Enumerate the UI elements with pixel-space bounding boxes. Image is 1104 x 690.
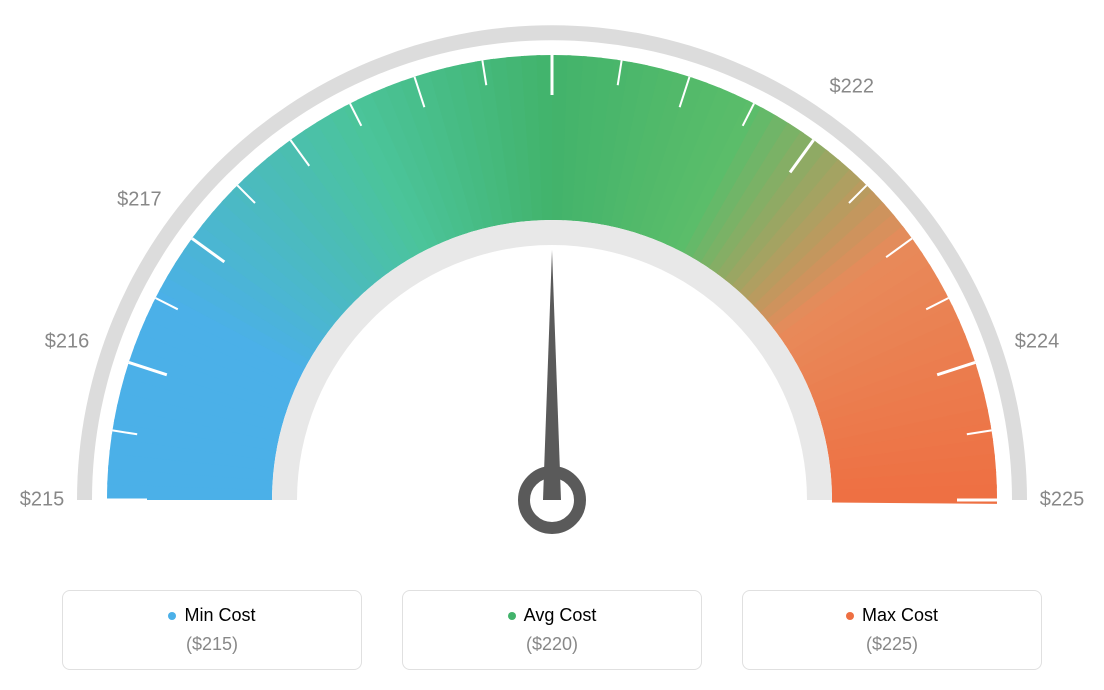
legend-min-title: Min Cost bbox=[168, 605, 255, 626]
gauge-scale-label: $216 bbox=[45, 331, 90, 354]
gauge-scale-label: $220 bbox=[530, 0, 575, 2]
legend-max-value: ($225) bbox=[761, 634, 1023, 655]
legend-min-value: ($215) bbox=[81, 634, 343, 655]
legend-min-label: Min Cost bbox=[184, 605, 255, 626]
gauge-scale-label: $217 bbox=[117, 189, 162, 212]
legend-max-card: Max Cost ($225) bbox=[742, 590, 1042, 670]
legend-max-title: Max Cost bbox=[846, 605, 938, 626]
legend-avg-title: Avg Cost bbox=[508, 605, 597, 626]
legend-max-dot bbox=[846, 612, 854, 620]
legend-avg-value: ($220) bbox=[421, 634, 683, 655]
legend-avg-label: Avg Cost bbox=[524, 605, 597, 626]
legend-avg-card: Avg Cost ($220) bbox=[402, 590, 702, 670]
gauge-scale-label: $224 bbox=[1015, 331, 1060, 354]
chart-container: $215 $216 $217 $220 $222 $224 $225 Min Cost ($… bbox=[0, 0, 1104, 690]
gauge-scale-label: $225 bbox=[1040, 489, 1085, 512]
gauge-area: $215 $216 $217 $220 $222 $224 $225 bbox=[0, 0, 1104, 560]
legend-max-label: Max Cost bbox=[862, 605, 938, 626]
legend-area: Min Cost ($215) Avg Cost ($220) Max Cost… bbox=[0, 590, 1104, 670]
gauge-scale-label: $215 bbox=[20, 489, 65, 512]
legend-min-dot bbox=[168, 612, 176, 620]
gauge-scale-label: $222 bbox=[830, 76, 875, 99]
gauge-svg bbox=[0, 0, 1104, 560]
legend-min-card: Min Cost ($215) bbox=[62, 590, 362, 670]
legend-avg-dot bbox=[508, 612, 516, 620]
